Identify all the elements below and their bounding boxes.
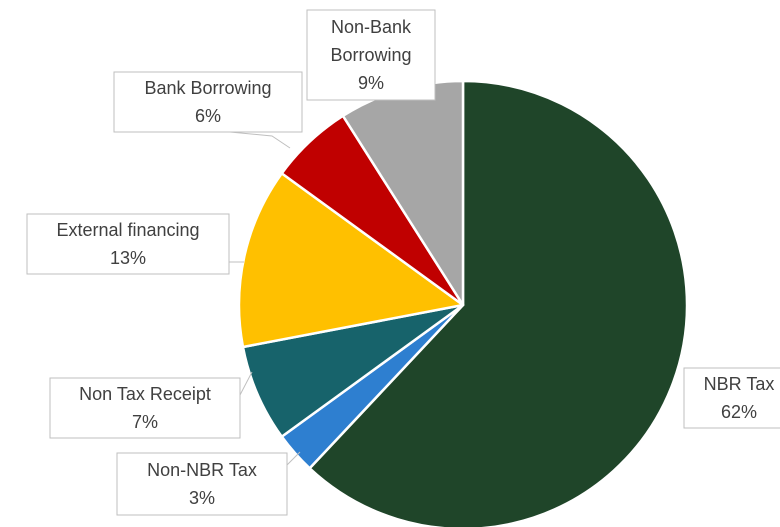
leader-line bbox=[229, 131, 291, 149]
data-label-category: Bank Borrowing bbox=[144, 78, 271, 98]
data-label-category: Borrowing bbox=[330, 45, 411, 65]
data-label-value: 13% bbox=[110, 248, 146, 268]
data-label-bank-borrowing: Bank Borrowing 6% bbox=[113, 71, 303, 133]
data-label-value: 62% bbox=[721, 402, 757, 422]
data-label-non-tax-receipt: Non Tax Receipt 7% bbox=[49, 377, 241, 439]
callout-box bbox=[49, 377, 241, 439]
data-label-category: NBR Tax bbox=[704, 374, 775, 394]
data-label-external-financing: External financing 13% bbox=[26, 213, 230, 275]
callout-box bbox=[26, 213, 230, 275]
data-label-non-nbr-tax: Non-NBR Tax 3% bbox=[116, 452, 288, 516]
data-label-non-bank-borrowing: Non-Bank Borrowing 9% bbox=[306, 9, 436, 101]
data-label-value: 6% bbox=[195, 106, 221, 126]
leader-line bbox=[239, 371, 253, 396]
data-label-value: 3% bbox=[189, 488, 215, 508]
data-label-nbr-tax: NBR Tax 62% bbox=[683, 367, 780, 429]
callout-box bbox=[306, 9, 436, 101]
callout-box bbox=[113, 71, 303, 133]
data-label-category: Non-NBR Tax bbox=[147, 460, 257, 480]
pie-slice-external-financing bbox=[237, 172, 465, 349]
data-label-callouts: NBR Tax 62% Non-NBR Tax 3% Non Tax Receipt 7%… bbox=[26, 9, 780, 516]
callout-box bbox=[683, 367, 780, 429]
data-label-value: 7% bbox=[132, 412, 158, 432]
leader-line bbox=[286, 451, 301, 466]
data-label-category: Non Tax Receipt bbox=[79, 384, 211, 404]
data-label-value: 9% bbox=[358, 73, 384, 93]
data-label-category: Non-Bank bbox=[331, 17, 412, 37]
callout-box bbox=[116, 452, 288, 516]
data-label-category: External financing bbox=[56, 220, 199, 240]
leader-lines bbox=[229, 131, 301, 466]
pie-slice-nbr-tax bbox=[308, 79, 689, 527]
pie-slices bbox=[237, 79, 689, 527]
